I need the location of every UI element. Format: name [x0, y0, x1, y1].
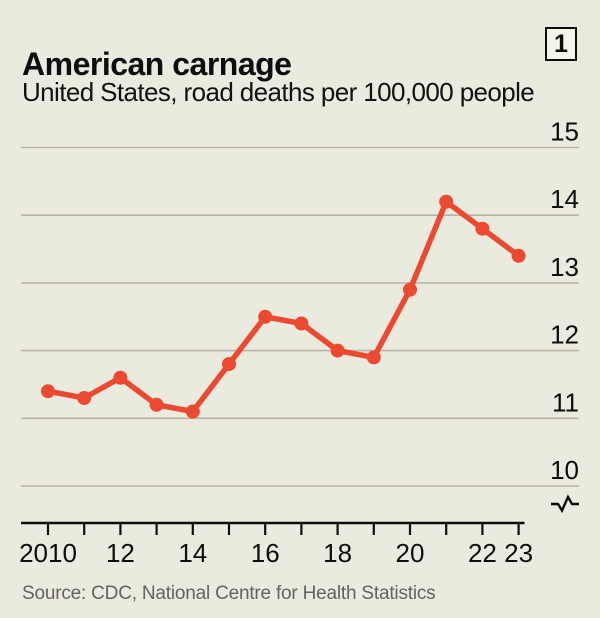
x-tick-label: 14 [178, 538, 207, 568]
chart-subtitle: United States, road deaths per 100,000 p… [22, 77, 535, 107]
data-point [294, 316, 309, 331]
data-point [330, 343, 345, 358]
data-point [403, 282, 417, 297]
y-tick-label: 12 [550, 320, 579, 350]
data-point [149, 397, 164, 412]
y-tick-label: 11 [552, 387, 579, 417]
figure-number-badge: 1 [545, 27, 577, 61]
data-point [222, 357, 236, 372]
chart-title: American carnage [22, 46, 292, 83]
x-tick-label: 22 [468, 538, 497, 568]
data-point [41, 384, 55, 399]
data-point [185, 404, 200, 419]
x-tick-label: 20 [396, 538, 425, 568]
x-tick-label: 2010 [19, 538, 77, 568]
figure-number-label: 1 [554, 29, 568, 58]
data-point [511, 248, 526, 263]
y-tick-label: 10 [550, 455, 579, 485]
x-tick-label: 12 [106, 538, 135, 568]
x-tick-label: 18 [323, 538, 352, 568]
data-point [439, 194, 454, 209]
y-tick-label: 15 [550, 117, 579, 147]
axis-break-icon [551, 494, 579, 514]
x-tick-label: 16 [251, 538, 280, 568]
y-tick-label: 14 [550, 184, 579, 214]
y-tick-label: 13 [550, 252, 579, 282]
source-note: Source: CDC, National Centre for Health … [22, 583, 436, 604]
data-point [258, 309, 273, 324]
data-point [475, 221, 490, 236]
data-point [77, 391, 92, 405]
data-point [366, 350, 381, 365]
x-tick-label: 23 [504, 538, 533, 568]
data-point [113, 370, 128, 385]
data-line [45, 198, 522, 415]
